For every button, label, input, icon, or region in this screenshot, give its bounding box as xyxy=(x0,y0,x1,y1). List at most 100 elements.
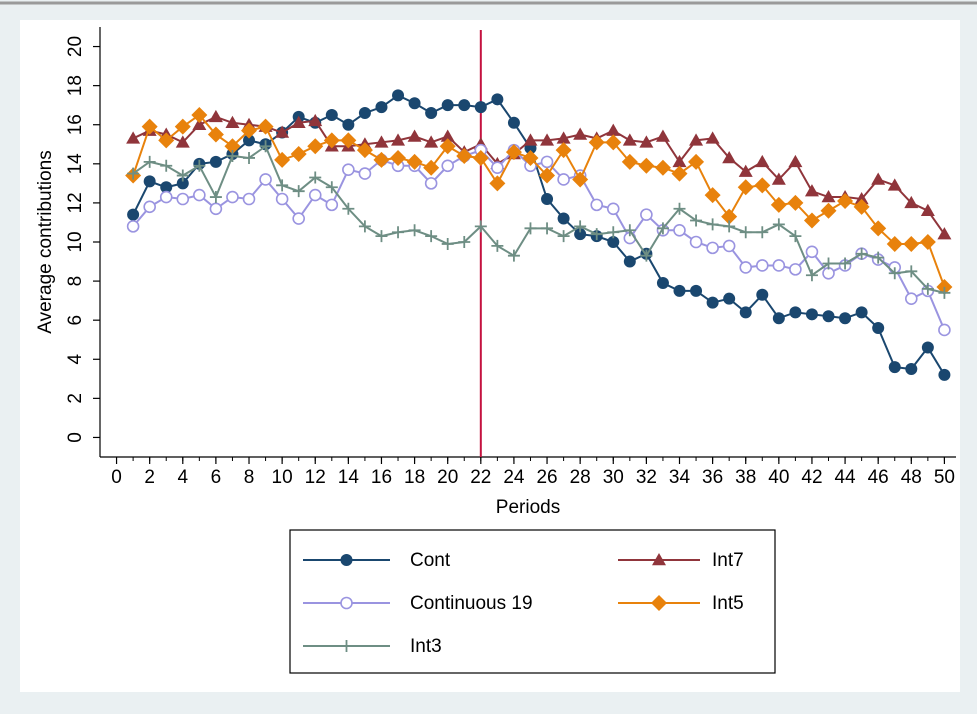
marker xyxy=(158,132,175,149)
marker xyxy=(541,193,554,205)
marker xyxy=(241,122,258,139)
marker xyxy=(127,208,140,221)
marker xyxy=(276,179,289,192)
marker xyxy=(489,175,506,192)
marker xyxy=(391,133,406,146)
marker xyxy=(308,188,322,202)
x-tick-label: 40 xyxy=(768,467,789,488)
marker xyxy=(308,113,323,127)
marker xyxy=(209,155,222,168)
x-tick-label: 36 xyxy=(702,467,723,488)
marker xyxy=(191,106,208,123)
marker xyxy=(209,191,222,204)
marker xyxy=(739,306,752,319)
legend-label: Int3 xyxy=(410,636,442,657)
marker xyxy=(737,179,754,196)
marker xyxy=(655,129,670,142)
x-tick-label: 22 xyxy=(470,467,491,488)
marker xyxy=(541,222,554,235)
marker xyxy=(524,222,537,235)
marker xyxy=(921,282,934,295)
marker xyxy=(574,220,587,233)
legend-label: Int7 xyxy=(712,550,744,571)
marker xyxy=(672,154,687,168)
y-tick-label: 12 xyxy=(65,192,86,213)
marker xyxy=(540,155,554,169)
marker xyxy=(854,192,869,205)
legend-marker xyxy=(652,553,666,566)
marker xyxy=(126,220,140,233)
y-tick-label: 18 xyxy=(65,75,86,96)
marker xyxy=(756,288,769,301)
marker xyxy=(176,192,190,206)
x-tick-label: 38 xyxy=(735,467,756,488)
marker xyxy=(572,171,589,188)
marker xyxy=(722,150,737,164)
marker xyxy=(706,218,719,231)
marker xyxy=(407,129,422,142)
marker xyxy=(756,226,769,239)
marker xyxy=(143,200,156,214)
marker xyxy=(225,115,240,129)
marker xyxy=(127,167,140,180)
marker xyxy=(257,118,274,135)
legend-marker xyxy=(651,595,667,611)
marker xyxy=(937,227,952,240)
marker xyxy=(822,257,835,270)
marker xyxy=(855,247,868,260)
marker xyxy=(788,154,803,168)
marker xyxy=(938,368,951,381)
marker xyxy=(905,363,918,376)
legend-label: Int5 xyxy=(712,593,744,614)
marker xyxy=(739,226,752,239)
marker xyxy=(557,212,570,225)
marker xyxy=(358,167,372,180)
marker xyxy=(739,261,753,274)
x-tick-label: 14 xyxy=(338,467,360,488)
marker xyxy=(307,138,324,155)
marker xyxy=(425,107,438,119)
marker xyxy=(176,177,189,190)
marker xyxy=(424,135,439,148)
marker xyxy=(275,192,289,206)
x-tick-label: 26 xyxy=(536,467,557,488)
marker xyxy=(425,230,438,243)
x-tick-label: 28 xyxy=(570,467,591,488)
marker xyxy=(805,245,819,259)
marker xyxy=(919,234,936,250)
marker xyxy=(491,93,504,106)
y-tick-label: 2 xyxy=(65,393,86,404)
marker xyxy=(738,164,753,177)
marker xyxy=(242,192,256,206)
marker xyxy=(606,123,621,136)
marker xyxy=(507,116,520,129)
marker xyxy=(605,134,622,151)
marker xyxy=(423,159,440,176)
marker xyxy=(159,190,173,204)
x-tick-label: 30 xyxy=(603,467,624,488)
marker xyxy=(888,361,901,374)
marker xyxy=(424,177,438,190)
marker xyxy=(507,249,520,262)
marker xyxy=(441,99,454,112)
marker xyxy=(706,241,719,255)
x-tick-label: 50 xyxy=(934,467,955,488)
marker xyxy=(803,212,820,229)
marker xyxy=(274,151,291,168)
x-tick-label: 42 xyxy=(801,467,822,488)
marker xyxy=(474,220,487,233)
marker xyxy=(704,187,721,204)
marker xyxy=(771,172,786,185)
marker xyxy=(309,171,322,184)
marker xyxy=(440,129,455,142)
marker xyxy=(160,181,173,194)
marker xyxy=(540,133,555,146)
x-tick-label: 24 xyxy=(503,467,525,488)
x-tick-label: 10 xyxy=(272,467,293,488)
marker xyxy=(143,175,156,188)
marker xyxy=(356,142,373,159)
marker xyxy=(640,249,653,262)
x-tick-label: 4 xyxy=(177,467,188,488)
marker xyxy=(491,239,504,252)
